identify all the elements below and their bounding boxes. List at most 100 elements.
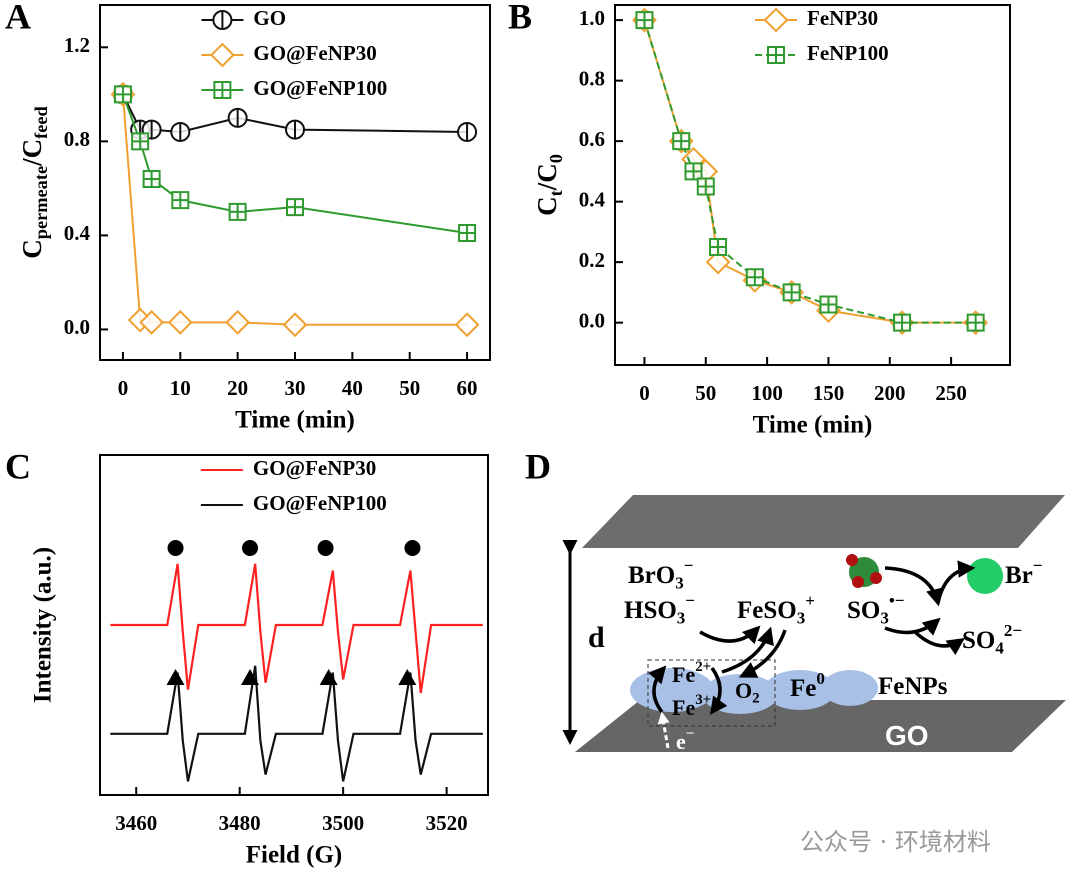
x-tick-label: 50 [695, 381, 716, 405]
data-point [171, 191, 190, 210]
data-point [142, 169, 161, 188]
diagram-label: e− [676, 727, 694, 754]
panel-label: C [5, 446, 31, 486]
legend-label: GO@FeNP100 [253, 491, 387, 515]
dashed-box [647, 659, 776, 727]
x-tick-label: 250 [935, 381, 967, 405]
reaction-arrows [648, 560, 976, 715]
data-point [966, 313, 985, 332]
arrow [721, 626, 774, 674]
peak-marker [242, 540, 259, 556]
diagram-label: O2 [735, 678, 760, 707]
y-tick-label: 0.4 [64, 221, 91, 245]
legend-marker [763, 7, 789, 33]
y-axis-title: Intensity (a.u.) [30, 547, 57, 703]
text-part: SO [962, 627, 995, 654]
x-tick-label: 50 [399, 376, 420, 400]
text-part: − [686, 727, 695, 743]
x-tick-label: 3460 [115, 811, 157, 835]
text-part: 3 [675, 573, 684, 592]
x-tick-label: 10 [170, 376, 191, 400]
text-part: GO [885, 720, 929, 751]
data-point [282, 312, 308, 338]
data-point [705, 249, 731, 275]
arrow [709, 666, 728, 715]
x-tick-label: 0 [639, 381, 650, 405]
plot-frame [99, 454, 489, 796]
x-tick-label: 200 [874, 381, 906, 405]
text-part: Br [1005, 562, 1033, 589]
data-point [170, 121, 191, 142]
data-point [285, 119, 306, 140]
text-part: 3 [880, 608, 889, 627]
plot-frame [614, 4, 1011, 366]
text-part: Fe [672, 662, 695, 687]
arrow [936, 560, 976, 604]
text-part: 2 [752, 691, 759, 707]
diagram-label: BrO3− [628, 556, 693, 593]
panel-label: B [508, 0, 532, 36]
nanoparticle [822, 670, 878, 706]
molecule-atom [852, 576, 864, 588]
diagram-label: Fe2+ [672, 660, 711, 687]
legend-label: GO [253, 6, 286, 30]
legend-marker [212, 10, 233, 30]
text-part: − [685, 591, 695, 610]
series-line [110, 563, 483, 694]
data-point [131, 132, 150, 151]
molecule-atom [870, 572, 882, 584]
data-point [139, 309, 165, 335]
y-tick-label: 0.0 [64, 315, 90, 339]
text-part: permeate [31, 166, 51, 239]
arrow [738, 629, 787, 678]
text-part: FeSO [737, 597, 797, 624]
peak-marker [319, 669, 338, 685]
nanoparticle [764, 670, 836, 710]
text-part: SO [847, 597, 880, 624]
x-tick-label: 3520 [426, 811, 468, 835]
data-point [228, 202, 247, 221]
legend-marker [767, 46, 785, 64]
text-part: feed [31, 106, 51, 139]
top-plate [582, 495, 1065, 548]
text-part: C [17, 239, 47, 259]
text-part: − [1033, 556, 1043, 575]
text-part: 3+ [695, 693, 711, 709]
x-tick-label: 100 [751, 381, 783, 405]
diagram-label: SO42− [962, 621, 1022, 658]
data-point [167, 309, 193, 335]
y-tick-label: 0.2 [579, 248, 605, 272]
x-tick-label: 0 [118, 376, 129, 400]
text-part: /C [532, 163, 562, 191]
y-axis-title: Cpermeate/Cfeed [17, 106, 51, 259]
data-point [709, 238, 728, 257]
data-point [454, 312, 480, 338]
data-point [696, 177, 715, 196]
series-line [643, 19, 976, 324]
x-tick-label: 30 [285, 376, 306, 400]
peak-marker [166, 669, 185, 685]
legend-label: GO@FeNP30 [253, 41, 376, 65]
legend-label: FeNP30 [807, 6, 878, 30]
peak-marker [317, 540, 334, 556]
text-part: e [676, 729, 686, 754]
data-point [635, 11, 654, 30]
data-point [819, 295, 838, 314]
x-tick-label: 3500 [322, 811, 364, 835]
legend-label: GO@FeNP100 [253, 76, 387, 100]
text-part: C [532, 196, 562, 216]
data-point [782, 283, 801, 302]
text-part: O [735, 678, 752, 703]
data-point [225, 309, 251, 335]
diagram-label: Br− [1005, 556, 1042, 589]
text-part: d [588, 621, 605, 654]
text-part: 0 [816, 669, 825, 688]
x-tick-label: 150 [813, 381, 845, 405]
text-part: 2− [1004, 621, 1022, 640]
y-tick-label: 0.6 [579, 127, 605, 151]
data-point [458, 224, 477, 243]
diagram-label: d [588, 621, 605, 654]
data-point [684, 162, 703, 181]
arrow [648, 665, 667, 714]
